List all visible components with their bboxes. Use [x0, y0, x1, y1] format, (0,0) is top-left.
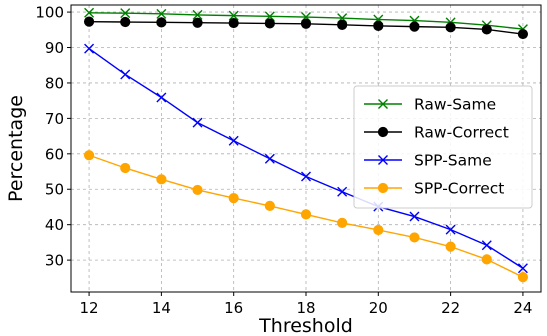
data-point-spp-same: [337, 186, 348, 197]
x-tick-label: 14: [152, 299, 171, 317]
data-point-raw-correct: [373, 20, 384, 32]
series-spp-same: [84, 43, 528, 274]
data-point-raw-correct: [264, 18, 275, 29]
series-raw-correct: [83, 16, 529, 40]
legend-label: SPP-Same: [414, 152, 492, 170]
data-point-spp-same: [192, 117, 203, 128]
x-tick-label: 24: [513, 299, 532, 317]
data-point-spp-same: [156, 92, 167, 103]
y-tick-label: 100: [35, 4, 64, 22]
data-point-spp-same: [84, 43, 95, 54]
data-point-raw-correct: [445, 22, 456, 33]
legend-box: [353, 85, 533, 209]
data-point-spp-same: [445, 224, 456, 235]
data-point-spp-same: [228, 135, 239, 146]
legend-label: Raw-Same: [414, 96, 496, 114]
data-point-spp-correct: [337, 217, 348, 229]
x-tick-label: 12: [80, 299, 99, 317]
data-point-raw-correct: [481, 24, 492, 35]
legend-label: SPP-Correct: [414, 180, 504, 198]
data-point-raw-same: [192, 9, 203, 20]
legend-marker: [378, 155, 388, 165]
data-point-spp-correct: [156, 174, 167, 185]
y-tick-label: 80: [45, 74, 64, 92]
data-point-spp-correct: [228, 193, 239, 204]
legend-label: Raw-Correct: [414, 124, 509, 142]
y-tick-label: 50: [45, 181, 64, 199]
data-point-spp-same: [301, 171, 311, 182]
y-axis-label: Percentage: [5, 95, 27, 202]
data-point-spp-correct: [192, 184, 203, 196]
data-point-spp-same: [517, 263, 528, 274]
legend-item-raw-same: Raw-Same: [364, 96, 496, 114]
y-tick-label: 30: [45, 252, 64, 270]
legend-item-spp-same: SPP-Same: [364, 152, 492, 170]
data-point-spp-correct: [264, 200, 275, 211]
x-axis-ticks: 12 14 16 18 20 22 24: [80, 292, 532, 317]
data-point-raw-correct: [83, 16, 95, 27]
data-point-spp-correct: [409, 232, 420, 243]
legend-marker: [377, 182, 389, 194]
data-point-raw-same: [120, 8, 131, 19]
data-point-raw-same: [84, 7, 95, 18]
data-point-raw-same: [156, 8, 167, 19]
legend-marker: [377, 126, 389, 138]
data-point-spp-correct: [445, 241, 456, 252]
data-point-spp-correct: [481, 254, 492, 265]
y-tick-label: 40: [45, 216, 64, 234]
x-tick-label: 22: [441, 299, 460, 317]
data-point-spp-correct: [83, 150, 95, 161]
y-tick-label: 90: [45, 39, 64, 57]
data-point-raw-correct: [156, 17, 167, 28]
data-point-raw-correct: [409, 21, 420, 32]
y-tick-label: 70: [45, 110, 64, 128]
data-point-raw-same: [228, 10, 239, 21]
data-point-spp-correct: [300, 209, 312, 220]
data-point-spp-same: [264, 153, 275, 164]
data-point-raw-correct: [228, 17, 239, 29]
data-point-raw-correct: [300, 18, 312, 29]
data-point-spp-correct: [517, 272, 529, 283]
x-tick-label: 16: [224, 299, 243, 317]
data-point-raw-correct: [192, 17, 203, 28]
grid: [71, 5, 541, 292]
y-axis-ticks: 30 40 50 60 70 80 90 100: [35, 4, 71, 270]
y-tick-label: 60: [45, 145, 64, 163]
series-spp-correct: [83, 150, 529, 283]
data-point-spp-correct: [373, 224, 384, 236]
legend-marker: [378, 99, 388, 109]
data-point-spp-same: [120, 69, 131, 80]
legend: Raw-Same Raw-Correct SPP-Same SPP-Correct: [353, 85, 533, 209]
x-axis-label: Threshold: [258, 315, 353, 336]
data-point-spp-same: [409, 211, 420, 222]
data-point-raw-correct: [337, 19, 348, 30]
data-point-spp-correct: [120, 162, 131, 174]
legend-item-spp-correct: SPP-Correct: [364, 180, 504, 198]
data-point-raw-correct: [120, 16, 131, 28]
data-point-spp-same: [481, 240, 492, 251]
x-tick-label: 20: [369, 299, 388, 317]
legend-item-raw-correct: Raw-Correct: [364, 124, 509, 142]
data-point-raw-correct: [517, 28, 529, 40]
x-tick-label: 18: [296, 299, 315, 317]
series-layer: [83, 7, 529, 283]
